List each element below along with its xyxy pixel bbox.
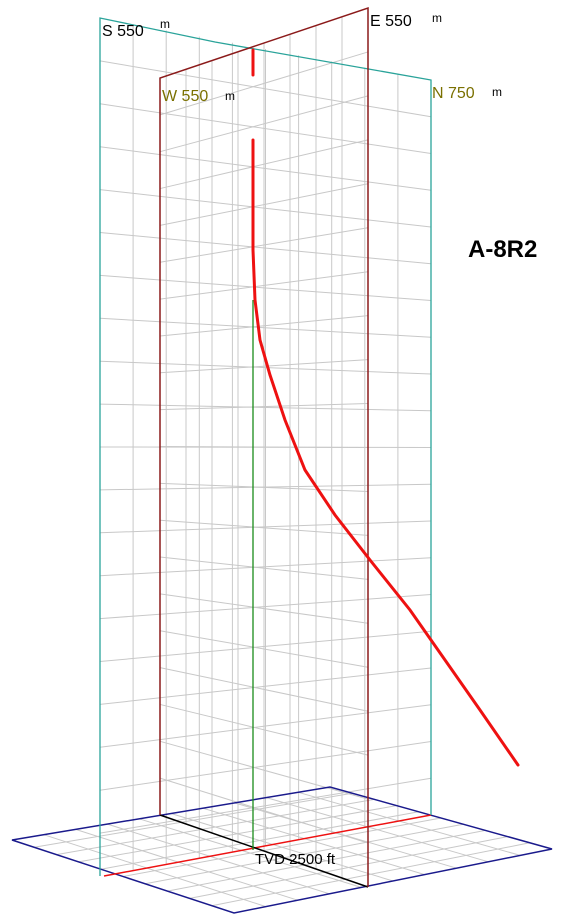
- tvd-label: TVD 2500 ft: [255, 851, 336, 868]
- we-grid-hline: [159, 482, 369, 492]
- west-unit: m: [225, 89, 235, 103]
- base-grid-hline: [78, 805, 397, 863]
- well-trajectory: [251, 48, 520, 767]
- sn-grid-hline: [99, 557, 432, 577]
- we-grid-hline: [159, 446, 369, 448]
- sn-grid-hline: [99, 274, 432, 301]
- we-grid-hline: [159, 95, 369, 153]
- we-grid-hline: [159, 667, 369, 712]
- we-grid-hline: [159, 703, 369, 756]
- sn-grid-hline: [99, 403, 432, 412]
- base-red-axis: [103, 814, 432, 877]
- sn-grid-hline: [99, 667, 432, 705]
- sn-grid-hline: [99, 360, 432, 375]
- sn-grid-hline: [99, 60, 432, 118]
- east-unit: m: [432, 11, 442, 25]
- we-grid-hline: [159, 403, 369, 411]
- sn-grid-hline: [99, 146, 432, 191]
- base-grid-hline: [211, 842, 530, 907]
- we-grid-hline: [159, 315, 369, 337]
- north-label: N 750: [432, 85, 475, 102]
- sn-grid-hline: [99, 704, 432, 748]
- we-grid-hline: [159, 183, 369, 226]
- base-grid-hline: [34, 792, 353, 848]
- base-grid-hline: [56, 798, 375, 856]
- base-grid-hline: [100, 811, 419, 870]
- north-unit: m: [492, 85, 502, 99]
- base-grid-hline: [167, 829, 486, 892]
- we-plane-frame: [159, 6, 369, 887]
- sn-grid-hline: [99, 594, 432, 620]
- base-grid-hline: [189, 836, 508, 899]
- south-label: S 550: [102, 23, 144, 40]
- base-plane-frame: [11, 786, 553, 914]
- we-grid-hline: [159, 593, 369, 624]
- east-label: E 550: [370, 13, 412, 30]
- sn-grid-hline: [99, 317, 432, 338]
- south-unit: m: [160, 17, 170, 31]
- sn-grid-hline: [99, 630, 432, 662]
- we-grid-hline: [159, 519, 369, 536]
- we-grid-hline: [159, 271, 369, 300]
- we-grid-hline: [159, 359, 369, 374]
- sn-plane-frame: [99, 17, 432, 876]
- sn-grid-hline: [99, 232, 432, 265]
- west-label: W 550: [162, 88, 209, 105]
- we-grid-hline: [159, 740, 369, 800]
- we-grid-hline: [159, 139, 369, 190]
- we-grid-hline: [159, 227, 369, 263]
- sn-grid-hline: [99, 103, 432, 154]
- we-grid-hline: [159, 556, 369, 580]
- base-grid-hline: [145, 823, 464, 885]
- sn-grid-hline: [99, 741, 432, 791]
- base-black-axis: [159, 814, 369, 888]
- sn-grid-hline: [99, 189, 432, 228]
- well-name-title: A-8R2: [468, 236, 538, 263]
- we-grid-hline: [159, 630, 369, 668]
- sn-grid-hline: [99, 520, 432, 534]
- grid-lines: [34, 16, 530, 908]
- base-grid-hline: [122, 817, 442, 877]
